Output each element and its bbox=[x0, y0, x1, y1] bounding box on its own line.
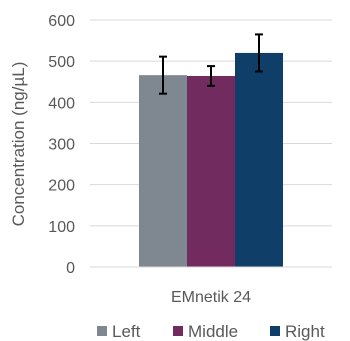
y-tick-label: 100 bbox=[48, 219, 75, 236]
y-tick-label: 300 bbox=[48, 137, 75, 154]
legend-label: Right bbox=[285, 322, 325, 341]
legend-label: Middle bbox=[188, 322, 238, 341]
legend-item-left: Left bbox=[97, 322, 141, 341]
bar-left bbox=[139, 75, 187, 267]
legend-item-right: Right bbox=[270, 322, 325, 341]
error-bar-right bbox=[255, 33, 263, 73]
legend-label: Left bbox=[112, 322, 141, 341]
bar-right bbox=[235, 52, 283, 267]
error-bars bbox=[159, 33, 263, 95]
bar-middle bbox=[187, 75, 235, 267]
legend-swatch bbox=[270, 326, 280, 336]
error-bar-middle bbox=[207, 65, 215, 87]
y-tick-label: 500 bbox=[48, 54, 75, 71]
legend: Left Middle Right bbox=[97, 322, 325, 341]
y-tick-label: 0 bbox=[66, 260, 75, 277]
y-axis-ticks: 0 100 200 300 400 500 600 bbox=[48, 13, 75, 277]
y-tick-label: 400 bbox=[48, 95, 75, 112]
legend-item-middle: Middle bbox=[173, 322, 238, 341]
error-bar-left bbox=[159, 55, 167, 95]
legend-swatch bbox=[173, 326, 183, 336]
category-labels: EMnetik 24 bbox=[171, 289, 251, 306]
bars bbox=[139, 52, 283, 267]
y-tick-label: 200 bbox=[48, 178, 75, 195]
y-tick-label: 600 bbox=[48, 13, 75, 30]
category-label: EMnetik 24 bbox=[171, 289, 251, 306]
legend-swatch bbox=[97, 326, 107, 336]
y-axis-title: Concentration (ng/µL) bbox=[9, 62, 28, 227]
